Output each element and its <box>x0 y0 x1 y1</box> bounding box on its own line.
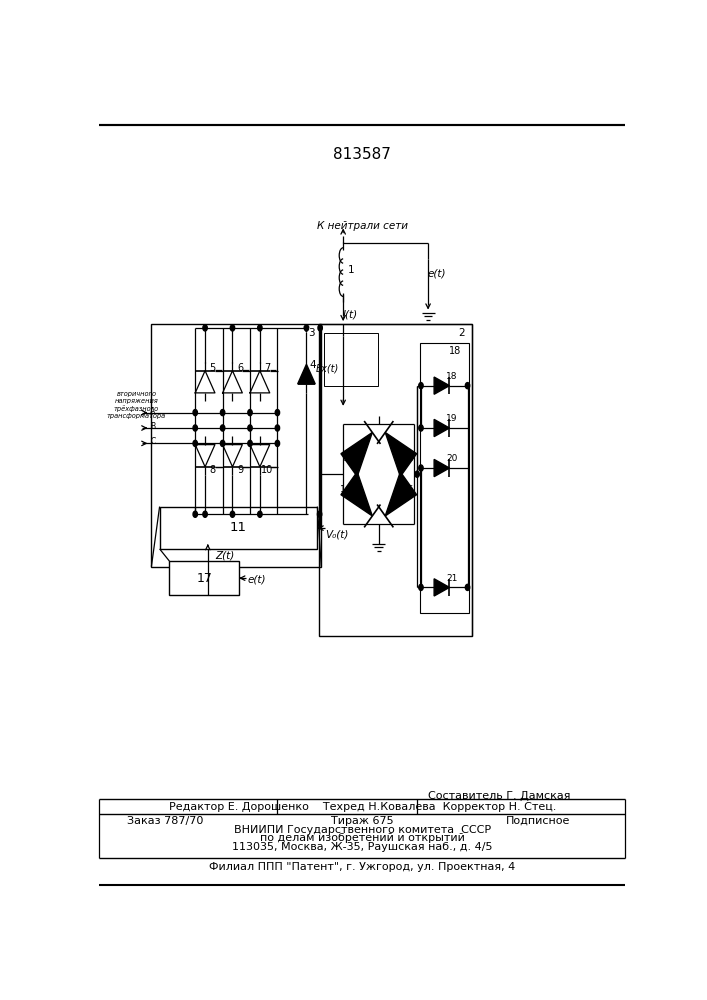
Text: вторичного
напряжения
трёхфазного
трансформатора: вторичного напряжения трёхфазного трансф… <box>107 391 166 419</box>
Text: V₀(t): V₀(t) <box>325 529 349 539</box>
Text: Составитель Г. Дамская: Составитель Г. Дамская <box>428 791 571 801</box>
Circle shape <box>193 440 197 446</box>
Circle shape <box>221 410 225 416</box>
Text: 19: 19 <box>446 414 457 423</box>
Text: 18: 18 <box>450 346 462 356</box>
Circle shape <box>465 383 469 389</box>
Text: Редактор Е. Дорошенко    Техред Н.Ковалева  Корректор Н. Стец.: Редактор Е. Дорошенко Техред Н.Ковалева … <box>169 802 556 812</box>
Circle shape <box>275 425 279 431</box>
Text: 11: 11 <box>230 521 247 534</box>
Circle shape <box>257 511 262 517</box>
Bar <box>324 333 378 386</box>
Circle shape <box>221 440 225 446</box>
Circle shape <box>203 325 207 331</box>
Circle shape <box>203 511 207 517</box>
Circle shape <box>221 425 225 431</box>
Text: 9: 9 <box>237 465 243 475</box>
Text: 21: 21 <box>446 574 457 583</box>
Text: Ex(t): Ex(t) <box>316 364 339 374</box>
Text: 10: 10 <box>262 465 274 475</box>
Text: Филиал ППП "Патент", г. Ужгород, ул. Проектная, 4: Филиал ППП "Патент", г. Ужгород, ул. Про… <box>209 862 515 872</box>
Circle shape <box>465 584 469 590</box>
Text: Подписное: Подписное <box>506 816 571 826</box>
Text: 6: 6 <box>237 363 243 373</box>
Circle shape <box>248 425 252 431</box>
Text: Заказ 787/70: Заказ 787/70 <box>127 816 203 826</box>
Polygon shape <box>341 472 373 516</box>
Polygon shape <box>434 579 450 596</box>
Text: 113035, Москва, Ж-35, Раушская наб., д. 4/5: 113035, Москва, Ж-35, Раушская наб., д. … <box>232 842 493 852</box>
Circle shape <box>318 325 322 331</box>
Circle shape <box>193 425 197 431</box>
Text: по делам изобретений и открытий: по делам изобретений и открытий <box>260 833 464 843</box>
Text: 1: 1 <box>348 265 355 275</box>
Text: Тираж 675: Тираж 675 <box>331 816 394 826</box>
Text: 18: 18 <box>446 372 457 381</box>
Bar <box>151 324 321 567</box>
Bar <box>160 507 317 549</box>
Text: 3: 3 <box>308 328 315 338</box>
Polygon shape <box>434 419 450 437</box>
Polygon shape <box>341 432 373 477</box>
Circle shape <box>193 511 197 517</box>
Polygon shape <box>298 364 315 384</box>
Circle shape <box>193 410 197 416</box>
Text: ВНИИПИ Государственного комитета  СССР: ВНИИПИ Государственного комитета СССР <box>234 825 491 835</box>
Text: А: А <box>151 407 156 416</box>
Text: 7: 7 <box>264 363 271 373</box>
Circle shape <box>230 325 235 331</box>
Bar <box>319 324 472 636</box>
Text: 813587: 813587 <box>334 147 391 162</box>
Text: 2: 2 <box>459 328 465 338</box>
Polygon shape <box>385 472 416 516</box>
Text: e(t): e(t) <box>427 269 445 279</box>
Text: I(t): I(t) <box>343 309 358 319</box>
Text: 8: 8 <box>210 465 216 475</box>
Text: С: С <box>151 437 156 446</box>
Circle shape <box>230 511 235 517</box>
Text: 17: 17 <box>197 572 212 585</box>
Text: 14: 14 <box>340 485 351 494</box>
Text: Z(t): Z(t) <box>216 550 235 560</box>
Text: В: В <box>151 422 156 431</box>
Text: 5: 5 <box>210 363 216 373</box>
Text: 4: 4 <box>310 360 316 370</box>
Circle shape <box>415 471 419 477</box>
Text: 13: 13 <box>343 454 354 463</box>
Text: e(t): e(t) <box>247 575 266 585</box>
Polygon shape <box>434 377 450 394</box>
Circle shape <box>248 410 252 416</box>
Polygon shape <box>434 459 450 477</box>
Text: 20: 20 <box>446 454 457 463</box>
Text: 12: 12 <box>403 454 414 463</box>
Circle shape <box>317 511 322 517</box>
Text: 15: 15 <box>403 485 415 494</box>
Bar <box>170 561 239 595</box>
Circle shape <box>419 465 423 471</box>
Circle shape <box>248 440 252 446</box>
Circle shape <box>275 440 279 446</box>
Circle shape <box>419 425 423 431</box>
Circle shape <box>419 383 423 389</box>
Circle shape <box>275 410 279 416</box>
Circle shape <box>257 325 262 331</box>
Circle shape <box>419 584 423 590</box>
Text: К нейтрали сети: К нейтрали сети <box>317 221 408 231</box>
Bar <box>420 343 469 613</box>
Polygon shape <box>385 432 416 477</box>
Circle shape <box>304 325 309 331</box>
